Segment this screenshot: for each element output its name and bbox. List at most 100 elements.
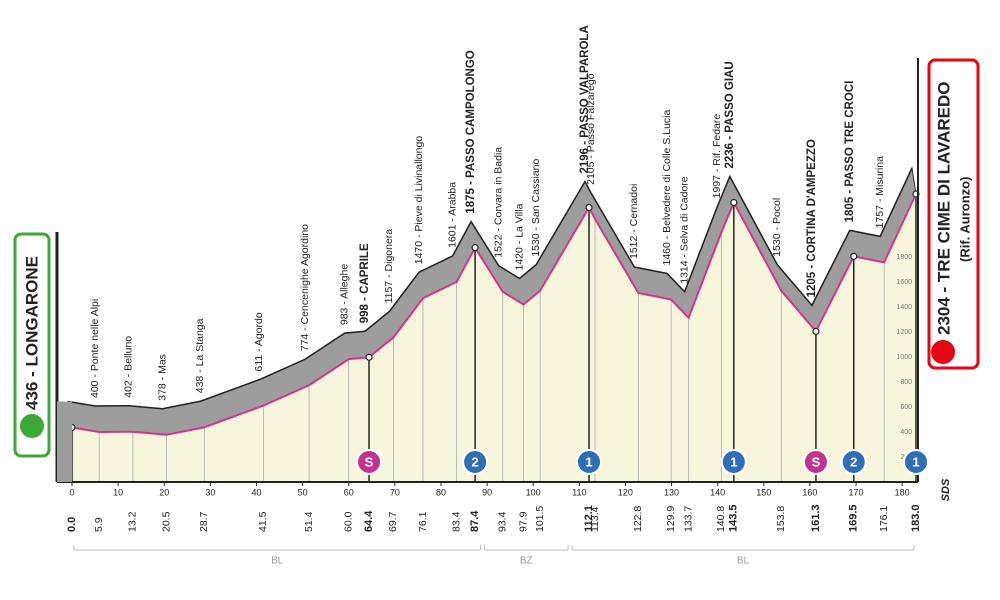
km-label: 153.8 (775, 506, 787, 532)
km-label: 69.7 (387, 511, 399, 532)
y-tick-label: 400 (900, 429, 912, 436)
marker (903, 449, 929, 475)
waypoint-label: 1805 - PASSO TRE CROCI (844, 81, 856, 223)
x-tick-label: 180 (895, 487, 910, 497)
y-tick-label: 600 (900, 404, 912, 411)
y-tick-label: 1200 (896, 329, 912, 336)
km-label: 122.8 (632, 506, 644, 532)
waypoint-label: 1875 - PASSO CAMPOLONGO (465, 50, 477, 213)
marker (802, 449, 829, 475)
marker-label: 2 (850, 454, 857, 469)
x-tick-label: 40 (251, 487, 261, 497)
x-tick-label: 20 (159, 487, 169, 497)
profile-top (67, 167, 913, 410)
waypoint-label: 1420 - La Villa (513, 203, 525, 270)
waypoint-label: 611 - Agordo (253, 312, 265, 372)
waypoint-label: 1522 - Corvara in Badia (493, 147, 505, 258)
waypoint-label: 402 - Belluno (123, 336, 135, 398)
x-tick-label: 90 (482, 487, 492, 497)
start-icon (20, 414, 44, 438)
waypoint-label: 1512 - Cernadoi (628, 184, 640, 259)
km-label: 5.9 (93, 517, 105, 532)
km-label: 112.1 (583, 505, 595, 532)
marker (462, 449, 489, 475)
profile-line (71, 193, 917, 436)
km-label: 83.4 (450, 511, 462, 532)
km-label: 129.9 (665, 506, 677, 532)
logo: SDS (940, 478, 952, 501)
waypoint-label: 1157 - Digonera (383, 229, 395, 304)
km-label: 176.1 (878, 506, 890, 532)
finish-label: 2304 - TRE CIME DI LAVAREDO (934, 82, 953, 335)
waypoint-label: 438 - La Stanga (194, 318, 206, 393)
y-tick-label: 1000 (896, 354, 912, 361)
marker-label: 1 (730, 454, 737, 469)
ground-left (57, 401, 72, 482)
km-label: 97.9 (517, 511, 529, 532)
x-tick-label: 100 (526, 487, 541, 497)
x-tick-label: 50 (298, 487, 308, 497)
waypoint-label: 998 - CAPRILE (359, 243, 371, 323)
finish-box (927, 58, 980, 370)
km-label: 133.7 (682, 506, 694, 532)
waypoint-label: 2105 - Passo Falzarego (585, 73, 597, 185)
y-tick-label: 800 (900, 379, 912, 386)
x-tick-label: 160 (802, 487, 817, 497)
km-label: 169.5 (848, 504, 860, 532)
km-label: 28.7 (198, 511, 210, 532)
km-label: 64.4 (363, 510, 375, 532)
x-tick-label: 120 (618, 487, 633, 497)
waypoint-dot (585, 203, 593, 212)
waypoint-label: 378 - Mas (156, 354, 168, 401)
km-label: 13.2 (127, 511, 139, 532)
waypoint-dot (365, 353, 373, 361)
marker (720, 449, 747, 475)
km-label: 76.1 (417, 511, 429, 532)
km-label: 60.0 (343, 511, 355, 532)
marker-label: 2 (471, 454, 478, 469)
x-tick-label: 0 (69, 487, 74, 497)
marker-label: S (812, 454, 821, 469)
waypoint-label: 1530 - San Cassiano (530, 159, 542, 257)
marker-label: S (365, 454, 374, 469)
waypoint-dot (471, 244, 479, 252)
y-tick-label: 1400 (896, 304, 912, 311)
waypoint-dot (812, 327, 820, 335)
waypoint-label: 1460 - Belvedere di Colle S.Lucia (661, 109, 673, 265)
waypoint-label: 2236 - PASSO GIAU (724, 61, 736, 168)
marker (576, 449, 603, 475)
marker (840, 449, 867, 475)
waypoint-label: 400 - Ponte nelle Alpi (89, 299, 101, 398)
km-label: 143.5 (728, 504, 740, 532)
start-box (13, 232, 51, 458)
x-tick-label: 170 (849, 487, 864, 497)
km-label: 20.5 (160, 511, 172, 532)
y-tick-label: 1800 (896, 254, 912, 261)
waypoint-label: 1314 - Selva di Cadore (678, 176, 690, 284)
region-label: BL (271, 556, 284, 567)
x-tick-label: 70 (390, 487, 400, 497)
finish-subtitle: (Rif. Auronzo) (957, 177, 972, 262)
marker-label: 1 (912, 454, 919, 469)
km-label: 140.8 (715, 506, 727, 532)
waypoint-label: 1530 - Pocol (771, 198, 783, 257)
km-label: 113.4 (589, 506, 601, 532)
km-label: 93.4 (497, 511, 509, 532)
start-label: 436 - LONGARONE (22, 256, 41, 410)
km-label: 183.0 (910, 504, 922, 532)
finish-icon (931, 340, 955, 364)
x-tick-label: 140 (710, 487, 725, 497)
km-label: 101.5 (534, 506, 546, 532)
km-label: 41.5 (257, 511, 269, 532)
profile-area (72, 194, 916, 482)
x-tick-label: 60 (344, 487, 354, 497)
km-label: 87.4 (469, 510, 481, 532)
km-label: 161.3 (810, 504, 822, 532)
region-label: BL (737, 556, 750, 567)
waypoint-label: 774 - Cencenighe Agordino (299, 224, 311, 351)
waypoint-dot (850, 252, 858, 260)
marker (356, 449, 383, 475)
x-tick-label: 150 (756, 487, 771, 497)
km-label: 51.4 (303, 511, 315, 532)
x-tick-label: 110 (572, 487, 586, 497)
